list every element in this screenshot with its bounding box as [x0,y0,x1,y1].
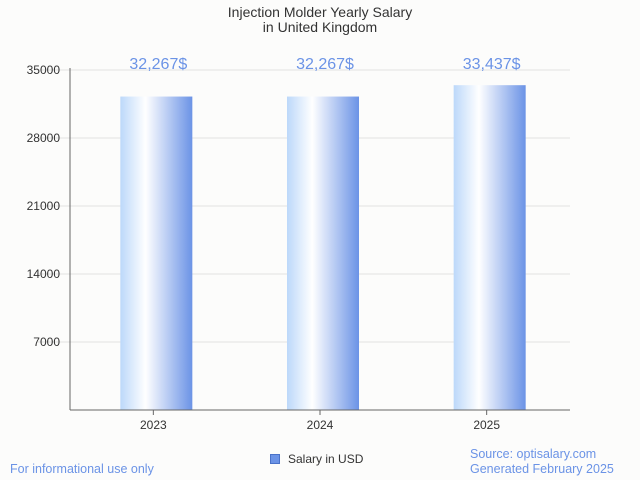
x-tick-label-2025: 2025 [473,418,500,432]
bar-2024 [287,96,359,411]
source-text: Source: optisalary.com [470,447,597,461]
legend-swatch [270,454,280,464]
chart-title-line2: in United Kingdom [263,19,377,35]
bar-2023 [120,96,193,411]
y-tick-label: 28000 [27,131,61,145]
x-tick-label-2024: 2024 [307,418,334,432]
legend-label: Salary in USD [288,452,364,466]
x-tick-label-2023: 2023 [140,418,167,432]
y-tick-label: 14000 [27,267,61,281]
x-axis: 2023 2024 2025 [70,409,570,432]
legend: Salary in USD [270,452,363,466]
data-label-2024: 32,267$ [296,56,354,73]
bars: 32,267$ 32,267$ 33,437$ [120,56,526,411]
y-tick-label: 21000 [27,199,61,213]
bar-2025 [453,85,526,411]
chart-title-line1: Injection Molder Yearly Salary [228,4,412,20]
generated-text: Generated February 2025 [470,462,614,476]
data-label-2023: 32,267$ [129,56,187,73]
data-label-2025: 33,437$ [463,56,521,73]
source-block: Source: optisalary.com Generated Februar… [470,447,614,477]
y-tick-label: 35000 [27,63,61,77]
y-axis: 7000 14000 21000 28000 35000 [27,63,71,410]
y-tick-label: 7000 [33,335,60,349]
disclaimer-text: For informational use only [10,462,154,476]
